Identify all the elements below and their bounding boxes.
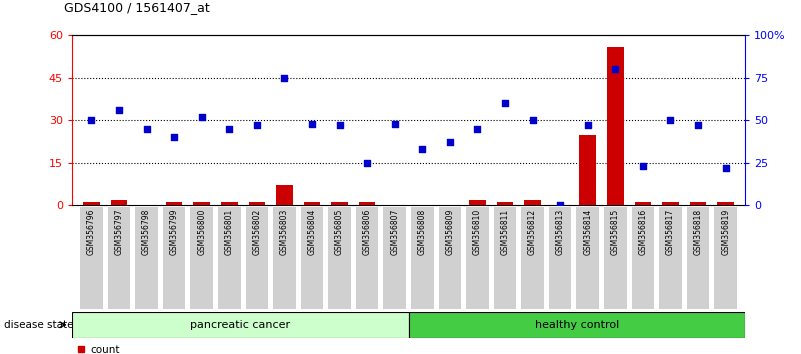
Text: disease state: disease state <box>4 320 74 330</box>
FancyBboxPatch shape <box>163 207 185 309</box>
Point <box>223 126 235 132</box>
Text: GSM356812: GSM356812 <box>528 209 537 255</box>
Text: GSM356802: GSM356802 <box>252 209 261 255</box>
Point <box>167 135 180 140</box>
Text: GSM356808: GSM356808 <box>418 209 427 255</box>
Point <box>251 122 264 128</box>
Text: GSM356817: GSM356817 <box>666 209 675 255</box>
Bar <box>248 202 265 205</box>
Point <box>553 202 566 208</box>
Point <box>416 147 429 152</box>
Text: GSM356819: GSM356819 <box>721 209 731 255</box>
Bar <box>662 202 678 205</box>
Bar <box>304 202 320 205</box>
FancyBboxPatch shape <box>521 207 544 309</box>
Text: GSM356800: GSM356800 <box>197 209 206 255</box>
Text: GSM356807: GSM356807 <box>390 209 399 255</box>
Bar <box>469 200 485 205</box>
FancyBboxPatch shape <box>384 207 406 309</box>
FancyBboxPatch shape <box>411 207 433 309</box>
FancyBboxPatch shape <box>549 207 571 309</box>
Point <box>333 122 346 128</box>
FancyBboxPatch shape <box>439 207 461 309</box>
Text: GSM356796: GSM356796 <box>87 209 96 255</box>
Point <box>360 160 373 166</box>
Bar <box>690 202 706 205</box>
Point <box>278 75 291 81</box>
FancyBboxPatch shape <box>356 207 378 309</box>
FancyBboxPatch shape <box>246 207 268 309</box>
FancyBboxPatch shape <box>328 207 351 309</box>
Bar <box>579 135 596 205</box>
Bar <box>525 200 541 205</box>
FancyBboxPatch shape <box>493 207 517 309</box>
Text: pancreatic cancer: pancreatic cancer <box>191 320 291 330</box>
Point <box>85 118 98 123</box>
Point <box>195 114 208 120</box>
Text: GSM356803: GSM356803 <box>280 209 289 255</box>
FancyBboxPatch shape <box>632 207 654 309</box>
Bar <box>111 200 127 205</box>
Point <box>444 139 457 145</box>
Bar <box>607 47 624 205</box>
Point <box>140 126 153 132</box>
Text: GSM356797: GSM356797 <box>115 209 123 255</box>
FancyBboxPatch shape <box>107 207 131 309</box>
Text: GSM356809: GSM356809 <box>445 209 454 255</box>
Text: GSM356801: GSM356801 <box>225 209 234 255</box>
Legend: count, percentile rank within the sample: count, percentile rank within the sample <box>78 345 267 354</box>
FancyBboxPatch shape <box>466 207 489 309</box>
Text: GSM356814: GSM356814 <box>583 209 592 255</box>
Point <box>306 121 319 127</box>
Point <box>719 165 732 171</box>
Text: GSM356813: GSM356813 <box>556 209 565 255</box>
Text: GSM356806: GSM356806 <box>363 209 372 255</box>
FancyBboxPatch shape <box>659 207 682 309</box>
Point <box>691 122 704 128</box>
Point <box>582 122 594 128</box>
Text: GSM356810: GSM356810 <box>473 209 482 255</box>
Bar <box>83 202 99 205</box>
FancyBboxPatch shape <box>686 207 710 309</box>
Point <box>388 121 401 127</box>
Point <box>498 101 511 106</box>
Bar <box>634 202 651 205</box>
Text: GSM356804: GSM356804 <box>308 209 316 255</box>
FancyBboxPatch shape <box>300 207 324 309</box>
FancyBboxPatch shape <box>714 207 737 309</box>
Point <box>637 164 650 169</box>
Text: healthy control: healthy control <box>534 320 619 330</box>
Point <box>526 118 539 123</box>
Point <box>471 126 484 132</box>
Point <box>113 107 126 113</box>
FancyBboxPatch shape <box>577 207 599 309</box>
Bar <box>166 202 183 205</box>
Text: GSM356818: GSM356818 <box>694 209 702 255</box>
Point <box>609 67 622 72</box>
FancyBboxPatch shape <box>604 207 626 309</box>
Bar <box>193 202 210 205</box>
Text: GDS4100 / 1561407_at: GDS4100 / 1561407_at <box>64 1 210 14</box>
FancyBboxPatch shape <box>191 207 213 309</box>
FancyBboxPatch shape <box>135 207 158 309</box>
FancyBboxPatch shape <box>72 312 409 338</box>
FancyBboxPatch shape <box>218 207 240 309</box>
Point <box>664 118 677 123</box>
FancyBboxPatch shape <box>80 207 103 309</box>
Text: GSM356811: GSM356811 <box>501 209 509 255</box>
Text: GSM356799: GSM356799 <box>170 209 179 255</box>
Text: GSM356816: GSM356816 <box>638 209 647 255</box>
Bar <box>221 202 238 205</box>
Bar <box>497 202 513 205</box>
Bar <box>332 202 348 205</box>
Bar <box>276 185 292 205</box>
FancyBboxPatch shape <box>273 207 296 309</box>
Bar <box>359 202 376 205</box>
Bar <box>718 202 734 205</box>
FancyBboxPatch shape <box>409 312 745 338</box>
Text: GSM356798: GSM356798 <box>142 209 151 255</box>
Text: GSM356815: GSM356815 <box>611 209 620 255</box>
Text: GSM356805: GSM356805 <box>335 209 344 255</box>
